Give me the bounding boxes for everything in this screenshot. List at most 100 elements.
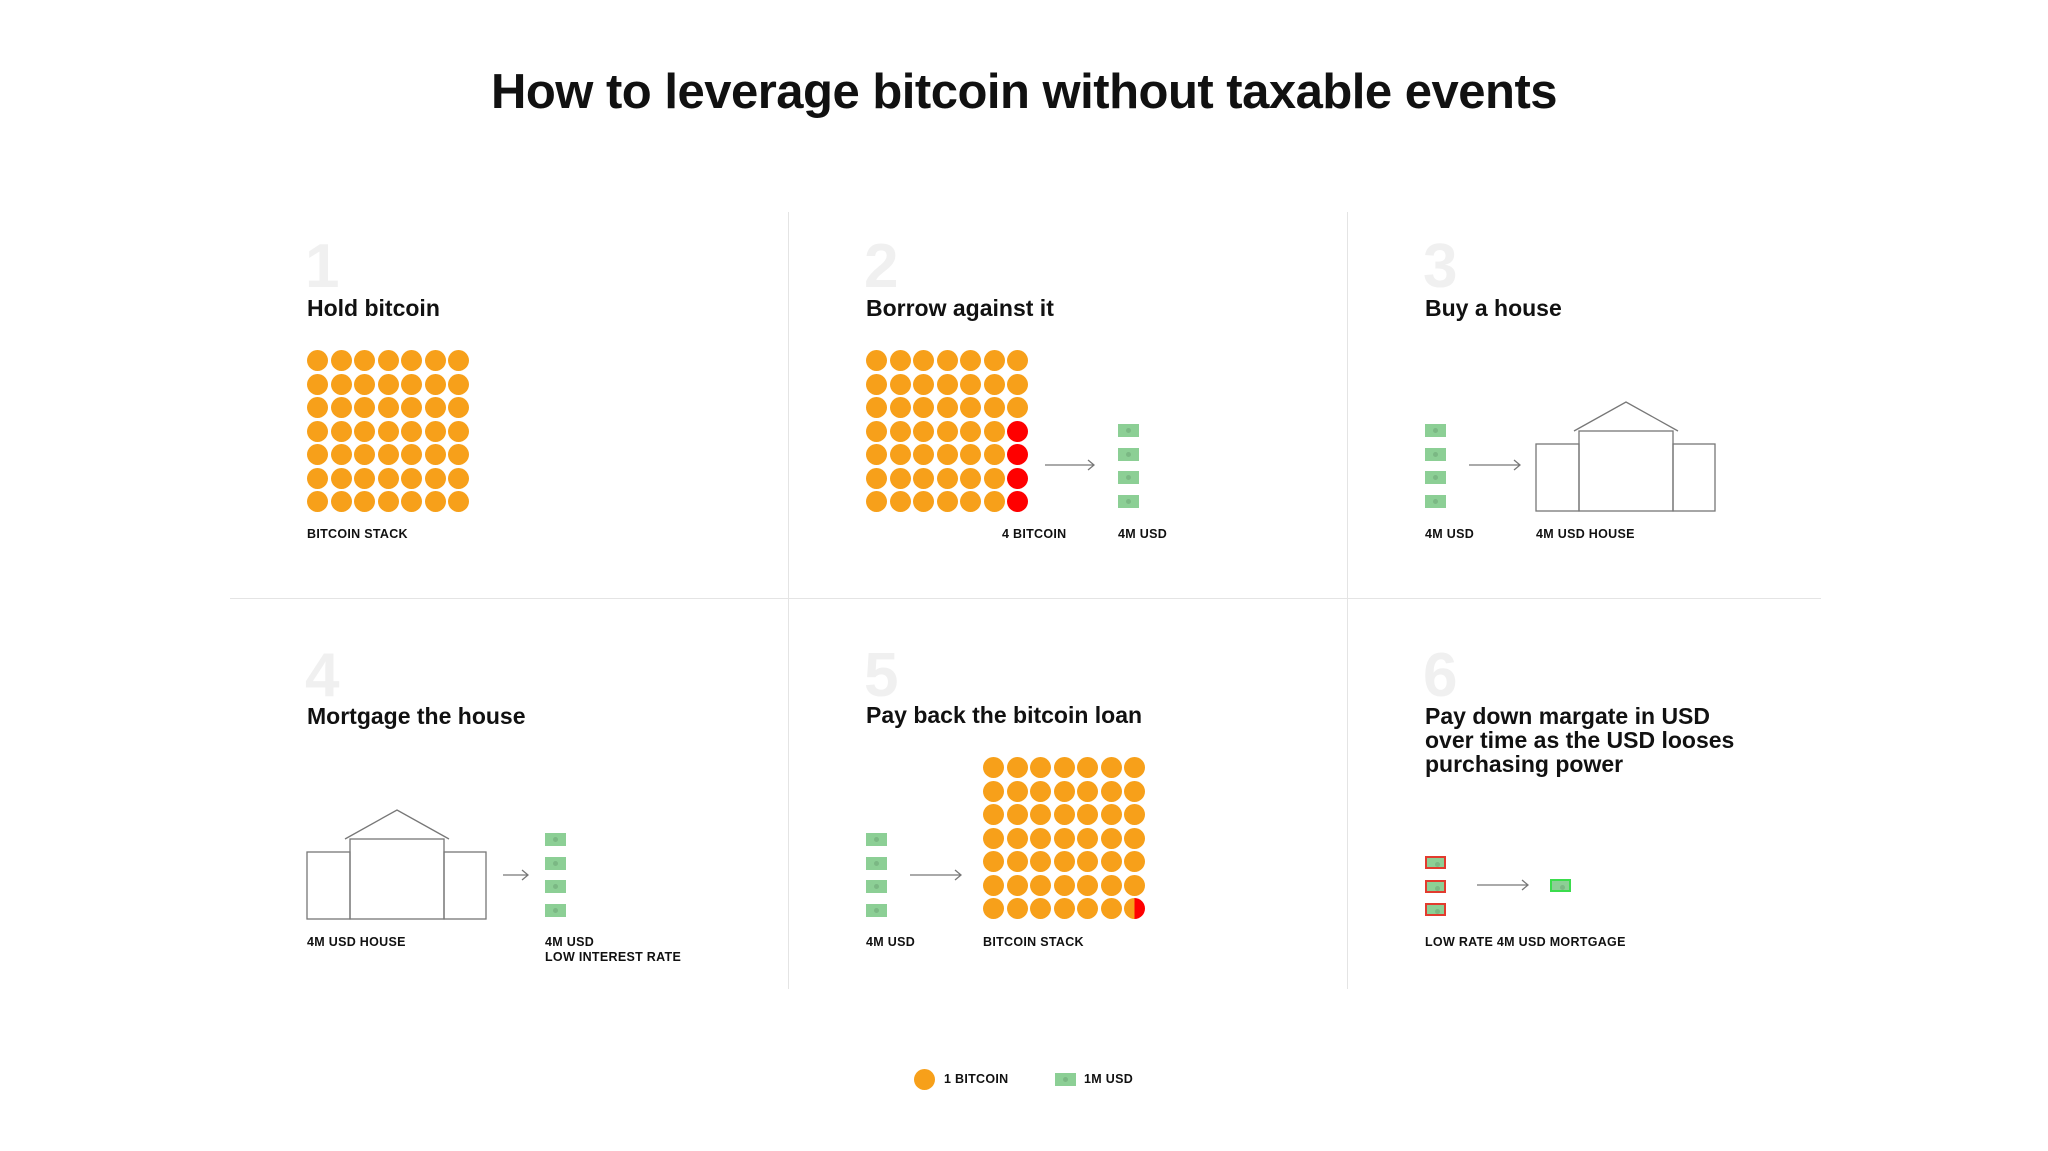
bitcoin-icon <box>1100 757 1122 778</box>
bitcoin-icon <box>1077 898 1098 919</box>
caption: BITCOIN STACK <box>983 935 1084 949</box>
bitcoin-icon <box>448 491 469 512</box>
arrow-right-icon <box>1477 879 1529 891</box>
bitcoin-icon <box>866 420 887 442</box>
legend-label: 1 BITCOIN <box>944 1072 1009 1086</box>
house-icon <box>1535 401 1716 512</box>
step-number: 6 <box>1423 641 1458 710</box>
bitcoin-icon <box>913 397 934 418</box>
bitcoin-icon <box>401 420 422 442</box>
usd-bill-icon <box>1425 448 1446 461</box>
step-heading: Buy a house <box>1425 295 1562 321</box>
bitcoin-icon <box>1124 851 1145 872</box>
bitcoin-icon <box>913 420 934 442</box>
bitcoin-icon <box>354 444 375 465</box>
usd-bill-icon <box>545 904 566 917</box>
bitcoin-icon <box>330 444 352 465</box>
bitcoin-icon <box>354 350 375 371</box>
borrowed-bitcoin-icon <box>1007 467 1028 489</box>
bitcoin-icon <box>424 420 446 442</box>
bitcoin-icon <box>936 491 958 512</box>
bitcoin-icon <box>1124 827 1145 849</box>
bitcoin-icon <box>1030 827 1051 849</box>
bitcoin-icon <box>866 491 887 512</box>
bitcoin-icon <box>448 397 469 418</box>
bitcoin-icon <box>354 420 375 442</box>
bitcoin-icon <box>1100 827 1122 849</box>
bitcoin-icon <box>377 350 399 371</box>
bitcoin-icon <box>1006 780 1028 802</box>
bitcoin-icon <box>960 491 981 512</box>
bitcoin-icon <box>983 898 1004 919</box>
bitcoin-icon <box>424 444 446 465</box>
bitcoin-icon <box>960 444 981 465</box>
bitcoin-icon <box>913 491 934 512</box>
bitcoin-icon <box>401 397 422 418</box>
bitcoin-icon <box>354 373 375 395</box>
bitcoin-icon <box>983 874 1004 896</box>
bitcoin-icon <box>1100 780 1122 802</box>
borrowed-bitcoin-icon <box>1007 420 1028 442</box>
bitcoin-icon <box>424 350 446 371</box>
bitcoin-icon <box>866 397 887 418</box>
bitcoin-icon <box>307 491 328 512</box>
usd-bill-icon <box>866 880 887 893</box>
step-heading: Mortgage the house <box>307 703 526 729</box>
caption: 4M USD <box>1425 527 1475 541</box>
bitcoin-icon <box>983 827 1004 849</box>
bitcoin-icon <box>448 420 469 442</box>
usd-bill-icon <box>545 857 566 870</box>
bitcoin-icon <box>866 373 887 395</box>
step-heading: Pay down margate in USD over time as the… <box>1425 703 1735 777</box>
bitcoin-icon <box>960 467 981 489</box>
bitcoin-icon <box>401 373 422 395</box>
bitcoin-icon <box>913 444 934 465</box>
bitcoin-icon <box>330 420 352 442</box>
bitcoin-icon <box>983 467 1005 489</box>
bitcoin-icon <box>936 467 958 489</box>
bitcoin-icon <box>377 420 399 442</box>
legend-label: 1M USD <box>1084 1072 1134 1086</box>
usd-bill-icon <box>1425 880 1446 893</box>
bitcoin-icon <box>1053 851 1075 872</box>
usd-bill-icon <box>866 904 887 917</box>
bitcoin-icon <box>401 350 422 371</box>
bitcoin-icon <box>401 491 422 512</box>
usd-bill-icon <box>1118 424 1139 437</box>
bitcoin-icon <box>1124 780 1145 802</box>
usd-bill-icon <box>1425 424 1446 437</box>
bitcoin-icon <box>307 350 328 371</box>
bitcoin-icon <box>983 444 1005 465</box>
bitcoin-icon <box>307 373 328 395</box>
bitcoin-icon <box>377 467 399 489</box>
usd-bill-icon <box>1118 495 1139 508</box>
legend-bitcoin-icon <box>914 1069 935 1090</box>
bitcoin-icon <box>983 780 1004 802</box>
bitcoin-icon <box>1030 898 1051 919</box>
bitcoin-icon <box>424 491 446 512</box>
step-number: 3 <box>1423 232 1458 301</box>
bitcoin-icon <box>377 444 399 465</box>
bitcoin-icon <box>401 444 422 465</box>
bitcoin-icon <box>936 444 958 465</box>
caption: 4 BITCOIN <box>1002 527 1067 541</box>
bitcoin-icon <box>307 397 328 418</box>
bitcoin-icon <box>1006 874 1028 896</box>
bitcoin-icon <box>1100 898 1122 919</box>
bitcoin-icon <box>1053 827 1075 849</box>
borrowed-bitcoin-icon <box>1007 491 1028 512</box>
step-number: 4 <box>305 641 340 710</box>
bitcoin-icon <box>307 420 328 442</box>
bitcoin-icon <box>354 467 375 489</box>
bitcoin-icon <box>983 804 1004 825</box>
usd-bill-icon <box>1118 471 1139 484</box>
bitcoin-icon <box>377 397 399 418</box>
usd-bill-icon <box>545 880 566 893</box>
bitcoin-icon <box>1077 804 1098 825</box>
bitcoin-icon <box>1006 827 1028 849</box>
bitcoin-icon <box>1006 898 1028 919</box>
bitcoin-icon <box>1030 757 1051 778</box>
caption: 4M USD HOUSE <box>1536 527 1635 541</box>
bitcoin-icon <box>1100 851 1122 872</box>
bitcoin-icon <box>936 350 958 371</box>
